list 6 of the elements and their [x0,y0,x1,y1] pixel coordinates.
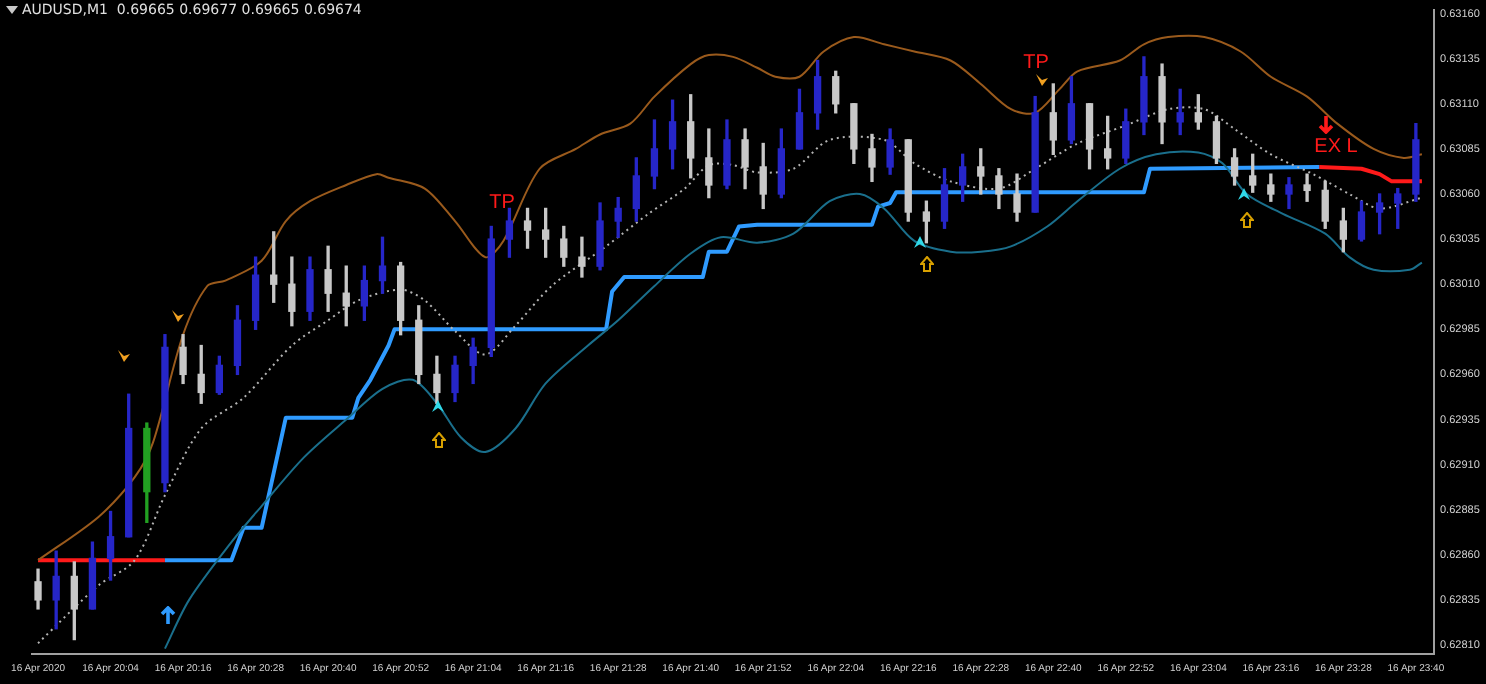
line-series [163,150,1423,650]
annotation: EX L [1314,135,1359,158]
line-series [37,106,1423,645]
annotation: TP [489,191,516,214]
annotation: TP [1023,51,1050,74]
line-series [37,34,1423,562]
